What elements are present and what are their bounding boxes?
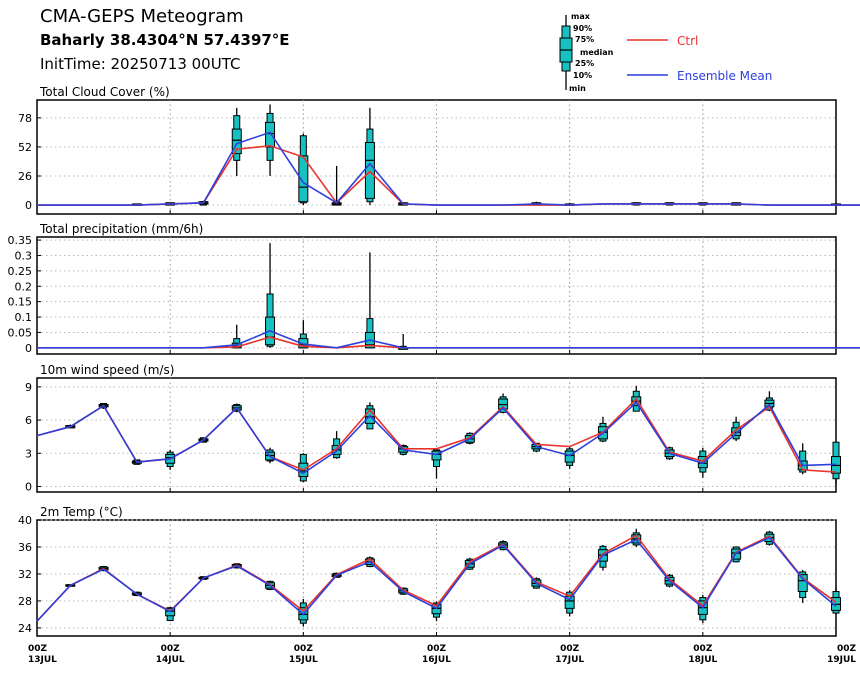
temperature-ytick-label: 40 [18, 514, 32, 527]
legend-box-label: max [571, 12, 591, 21]
temperature-ytick-label: 24 [18, 622, 32, 635]
xaxis-date-label: 15JUL [289, 655, 318, 665]
temperature-panel-title: 2m Temp (°C) [40, 505, 123, 519]
cloud-cover-panel-frame [36, 99, 837, 215]
xaxis-date-label: 18JUL [688, 655, 717, 665]
legend-box-label: median [580, 48, 614, 57]
precipitation-ytick-label: 0 [25, 342, 32, 355]
precipitation-panel-title: Total precipitation (mm/6h) [39, 222, 203, 236]
cloud-cover-mean-line [37, 131, 860, 206]
cloud-cover-panel-title: Total Cloud Cover (%) [39, 85, 170, 99]
temperature-ytick-label: 28 [18, 595, 32, 608]
legend-box-label: 10% [573, 71, 592, 80]
xaxis-date-label: 19JUL [827, 655, 856, 665]
temperature-ytick-label: 36 [18, 541, 32, 554]
precipitation-box-25-75 [298, 338, 309, 349]
precipitation-mean-line [37, 330, 860, 349]
xaxis-hour-label: 00Z [560, 644, 580, 654]
wind-speed-mean-line [36, 401, 837, 475]
cloud-cover-box-25-75 [265, 121, 276, 148]
legend-box-label: 25% [575, 59, 594, 68]
wind-speed-panel-title: 10m wind speed (m/s) [40, 363, 174, 377]
station-location: Baharly 38.4304°N 57.4397°E [40, 31, 290, 49]
cloud-cover-ytick-label: 52 [18, 141, 32, 154]
temperature-ytick-label: 32 [18, 568, 32, 581]
wind-speed-ytick-label: 6 [25, 414, 32, 427]
cloud-cover-ytick-label: 26 [18, 170, 32, 183]
chart-title: CMA-GEPS Meteogram [40, 6, 244, 27]
legend-box-label: min [569, 84, 586, 93]
cloud-cover-ctrl-line [37, 144, 860, 206]
xaxis-date-label: 17JUL [555, 655, 584, 665]
precipitation-ctrl-line [37, 336, 860, 349]
xaxis-date-label: 14JUL [156, 655, 185, 665]
legend-ctrl-label: Ctrl [677, 34, 698, 48]
wind-speed-box-25-75 [564, 450, 575, 463]
wind-speed-ytick-label: 3 [25, 447, 32, 460]
temperature-mean-line [36, 536, 837, 622]
precipitation-ytick-label: 0.25 [8, 265, 33, 278]
precipitation-ytick-label: 0.2 [15, 280, 33, 293]
xaxis-hour-label: 00Z [28, 644, 48, 654]
xaxis-date-label: 16JUL [422, 655, 451, 665]
precipitation-ytick-label: 0.3 [15, 249, 33, 262]
legend-box-label: 90% [573, 24, 592, 33]
precipitation-ytick-label: 0.05 [8, 326, 33, 339]
xaxis-hour-label: 00Z [427, 644, 447, 654]
xaxis-hour-label: 00Z [161, 644, 181, 654]
xaxis-hour-label: 00Z [693, 644, 713, 654]
wind-speed-box-25-75 [431, 450, 442, 461]
wind-speed-ytick-label: 0 [25, 480, 32, 493]
legend-box-label: 75% [575, 35, 594, 44]
precipitation-ytick-label: 0.35 [8, 234, 33, 247]
legend-mean-label: Ensemble Mean [677, 69, 772, 83]
xaxis-hour-label: 00Z [837, 644, 857, 654]
cloud-cover-ytick-label: 78 [18, 112, 32, 125]
xaxis-date-label: 13JUL [28, 655, 57, 665]
precipitation-ytick-label: 0.1 [15, 311, 33, 324]
xaxis-hour-label: 00Z [294, 644, 314, 654]
wind-speed-ytick-label: 9 [25, 381, 32, 394]
init-time: InitTime: 20250713 00UTC [40, 55, 241, 73]
cloud-cover-ytick-label: 0 [25, 199, 32, 212]
precipitation-ytick-label: 0.15 [8, 296, 33, 309]
cloud-cover-box-25-75 [298, 155, 309, 203]
